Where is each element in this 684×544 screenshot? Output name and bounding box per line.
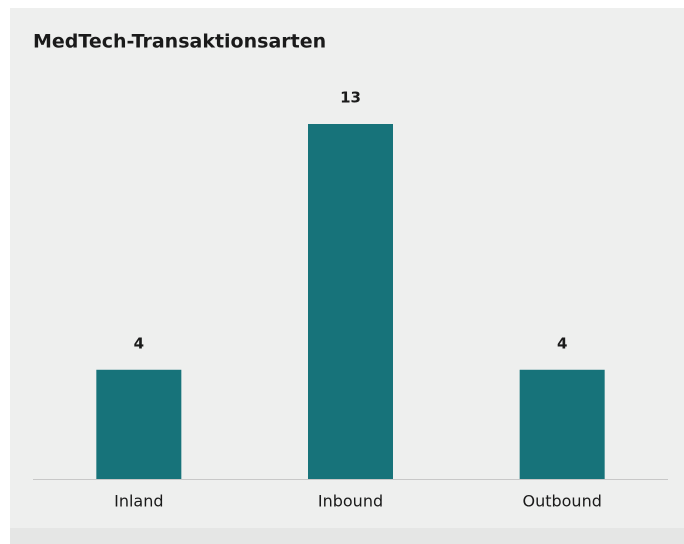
x-tick-label: Inbound: [318, 492, 383, 511]
data-label: 4: [557, 334, 567, 352]
bar: [308, 124, 393, 479]
chart-title: MedTech-Transaktionsarten: [33, 31, 326, 53]
data-label: 13: [340, 89, 361, 107]
x-tick-label: Outbound: [522, 492, 601, 511]
bar: [519, 369, 605, 479]
data-label: 4: [134, 334, 144, 352]
x-tick-label: Inland: [114, 492, 163, 511]
bar: [96, 369, 182, 479]
card-footer: [10, 528, 684, 544]
